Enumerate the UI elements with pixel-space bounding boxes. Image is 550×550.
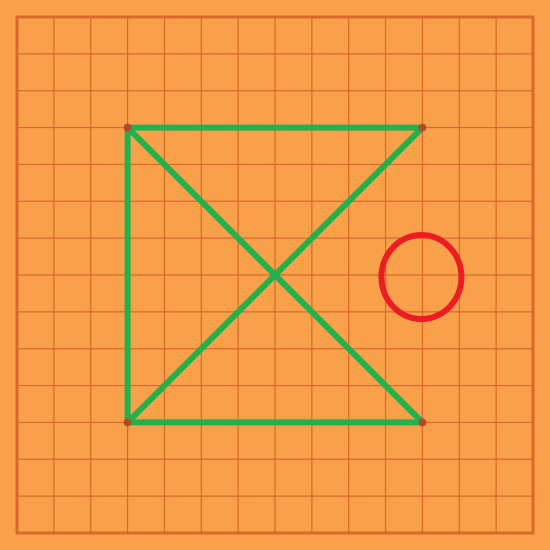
grid-lines [17,17,533,533]
green-line [124,124,426,426]
green-player-vertices [123,123,427,427]
green-vertex-dot [418,123,427,132]
board-border [15,15,535,535]
red-o-mark [378,232,465,322]
green-vertex-dot [418,418,427,427]
green-player-lines [124,124,426,426]
green-vertex-dot [123,418,132,427]
green-vertex-dot [123,123,132,132]
red-player-marks [378,232,465,322]
